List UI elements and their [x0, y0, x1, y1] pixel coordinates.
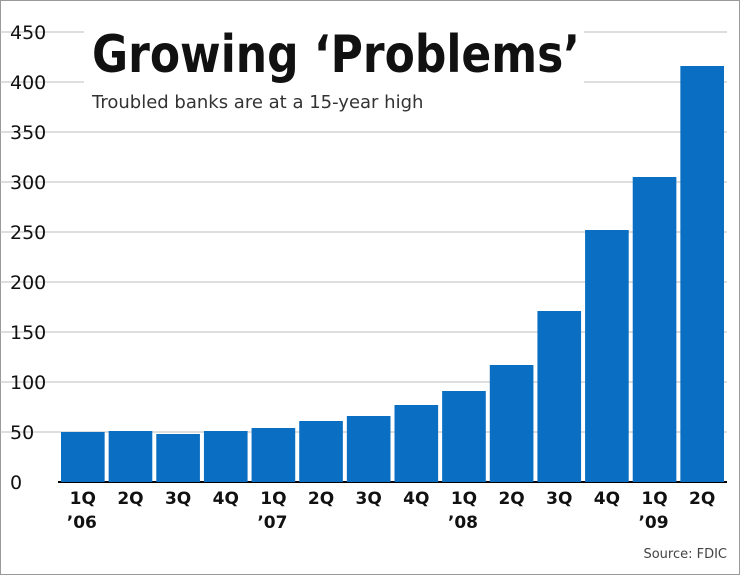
- chart-subtitle: Troubled banks are at a 15-year high: [91, 92, 423, 113]
- bars: [61, 66, 724, 482]
- x-year-label: ’06: [67, 513, 97, 533]
- y-tick-label: 450: [10, 22, 46, 44]
- bar-6: [299, 421, 343, 482]
- y-tick-label: 150: [10, 322, 46, 344]
- source-note: Source: FDIC: [643, 547, 727, 562]
- bar-12: [585, 230, 629, 482]
- x-year-label: ’08: [448, 513, 478, 533]
- x-tick-label: 3Q: [546, 489, 572, 509]
- x-year-label: ’09: [638, 513, 668, 533]
- title-background: [84, 18, 584, 84]
- x-tick-label: 4Q: [213, 489, 239, 509]
- y-tick-label: 300: [10, 172, 46, 194]
- y-tick-label: 350: [10, 122, 46, 144]
- bar-1: [61, 432, 105, 482]
- bar-3: [156, 434, 200, 482]
- y-axis-ticks: 0 50 100 150 200 250 300 350 400 450: [10, 22, 46, 494]
- y-tick-label: 50: [10, 422, 34, 444]
- x-tick-label: 4Q: [594, 489, 620, 509]
- chart-title: Growing ‘Problems’: [92, 25, 580, 85]
- bar-9: [442, 391, 486, 482]
- y-tick-label: 0: [10, 472, 22, 494]
- bar-7: [346, 416, 391, 482]
- bar-4: [203, 431, 248, 482]
- x-tick-label: 2Q: [689, 489, 715, 509]
- subtitle-background: [84, 86, 480, 114]
- x-tick-label: 1Q: [451, 489, 477, 509]
- bar-8: [394, 405, 439, 482]
- x-tick-label: 2Q: [117, 489, 143, 509]
- y-tick-label: 100: [10, 372, 46, 394]
- y-tick-label: 400: [10, 72, 46, 94]
- x-tick-label: 2Q: [308, 489, 334, 509]
- bar-10: [489, 365, 534, 482]
- y-tick-label: 250: [10, 222, 46, 244]
- x-tick-label: 2Q: [498, 489, 524, 509]
- bar-11: [537, 311, 582, 482]
- x-axis-ticks: 1Q ’06 2Q 3Q 4Q 1Q ’07 2Q 3Q 4Q 1Q ’08 2Q 3Q 4Q 1Q ’09 2Q: [67, 489, 716, 533]
- bar-14: [680, 66, 724, 482]
- x-tick-label: 4Q: [403, 489, 429, 509]
- bar-13: [632, 177, 677, 482]
- x-tick-label: 3Q: [165, 489, 191, 509]
- x-tick-label: 1Q: [70, 489, 96, 509]
- x-tick-label: 1Q: [260, 489, 286, 509]
- x-tick-label: 1Q: [641, 489, 667, 509]
- bar-5: [251, 428, 296, 482]
- y-tick-label: 200: [10, 272, 46, 294]
- bar-2: [108, 431, 153, 482]
- x-tick-label: 3Q: [356, 489, 382, 509]
- x-year-label: ’07: [257, 513, 287, 533]
